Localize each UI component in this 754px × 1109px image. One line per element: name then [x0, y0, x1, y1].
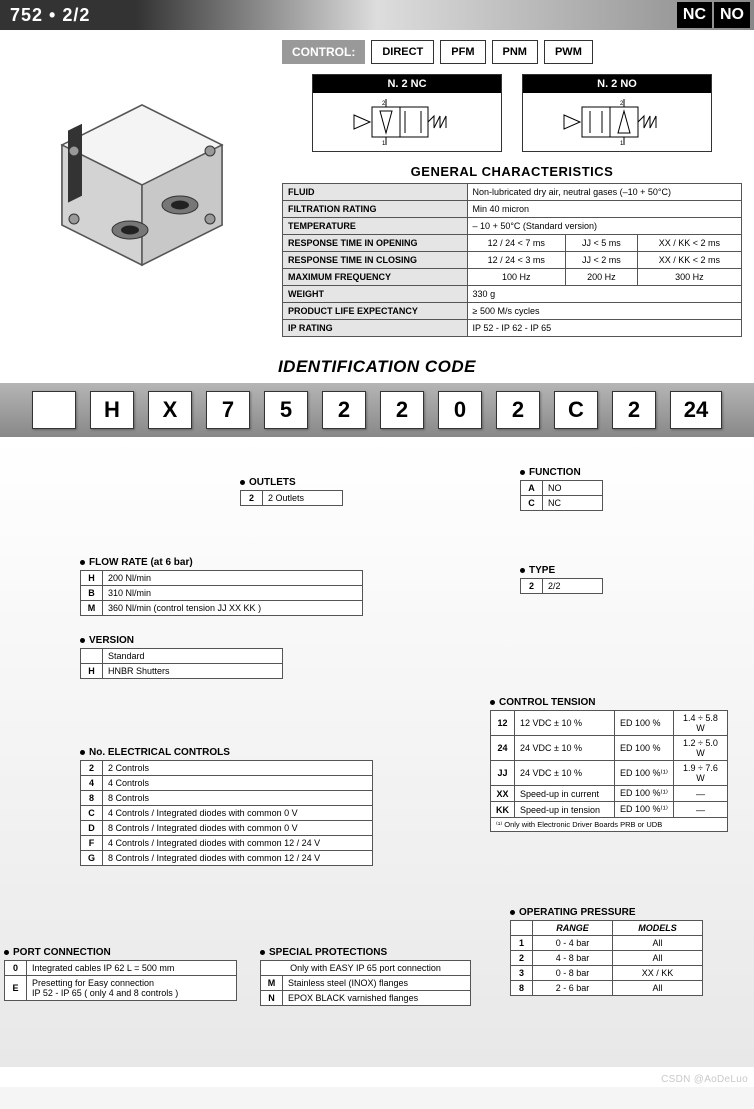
group-port: PORT CONNECTION 0Integrated cables IP 62…	[4, 947, 237, 1001]
code-bar: H X 7 5 2 2 0 2 C 2 24	[0, 383, 754, 437]
group-outlets: OUTLETS 22 Outlets	[240, 477, 343, 506]
svg-text:1: 1	[620, 141, 624, 147]
group-type: TYPE 22/2	[520, 565, 603, 594]
code-0	[32, 391, 76, 429]
product-image	[12, 40, 272, 310]
code-9: C	[554, 391, 598, 429]
control-opt-pfm: PFM	[440, 40, 485, 64]
diagram-nc: N. 2 NC 1 2	[312, 74, 502, 152]
group-function: FUNCTION ANO CNC	[520, 467, 603, 511]
control-row: CONTROL: DIRECT PFM PNM PWM	[282, 40, 742, 64]
diagram-nc-title: N. 2 NC	[313, 75, 501, 93]
control-opt-direct: DIRECT	[371, 40, 434, 64]
control-opt-pnm: PNM	[492, 40, 538, 64]
header-badges: NC NO	[677, 2, 750, 28]
svg-text:2: 2	[382, 101, 386, 107]
code-5: 2	[322, 391, 366, 429]
code-6: 2	[380, 391, 424, 429]
group-version: VERSION Standard HHNBR Shutters	[80, 635, 283, 679]
svg-text:2: 2	[620, 101, 624, 107]
badge-no: NO	[714, 2, 750, 28]
svg-text:1: 1	[382, 141, 386, 147]
code-10: 2	[612, 391, 656, 429]
diagram-no-title: N. 2 NO	[523, 75, 711, 93]
group-controls: No. ELECTRICAL CONTROLS 22 Controls 44 C…	[80, 747, 373, 866]
badge-nc: NC	[677, 2, 712, 28]
code-4: 5	[264, 391, 308, 429]
code-8: 2	[496, 391, 540, 429]
code-1: H	[90, 391, 134, 429]
code-11: 24	[670, 391, 722, 429]
gc-title: GENERAL CHARACTERISTICS	[282, 164, 742, 179]
code-7: 0	[438, 391, 482, 429]
header-bar: 752 • 2/2 NC NO	[0, 0, 754, 30]
page-code: 752 • 2/2	[10, 5, 90, 26]
group-tension: CONTROL TENSION 1212 VDC ± 10 %ED 100 %1…	[490, 697, 728, 832]
group-pressure: OPERATING PRESSURE RANGEMODELS 10 - 4 ba…	[510, 907, 703, 996]
code-2: X	[148, 391, 192, 429]
id-title: IDENTIFICATION CODE	[0, 357, 754, 377]
control-label: CONTROL:	[282, 40, 365, 64]
watermark: CSDN @AoDeLuo	[661, 1074, 748, 1085]
code-3: 7	[206, 391, 250, 429]
control-opt-pwm: PWM	[544, 40, 593, 64]
group-protect: SPECIAL PROTECTIONS Only with EASY IP 65…	[260, 947, 471, 1006]
group-flow: FLOW RATE (at 6 bar) H200 Nl/min B310 Nl…	[80, 557, 363, 616]
gc-table: FLUIDNon-lubricated dry air, neutral gas…	[282, 183, 742, 337]
gc-k: FLUID	[283, 184, 468, 201]
diagram-no: N. 2 NO 1 2	[522, 74, 712, 152]
